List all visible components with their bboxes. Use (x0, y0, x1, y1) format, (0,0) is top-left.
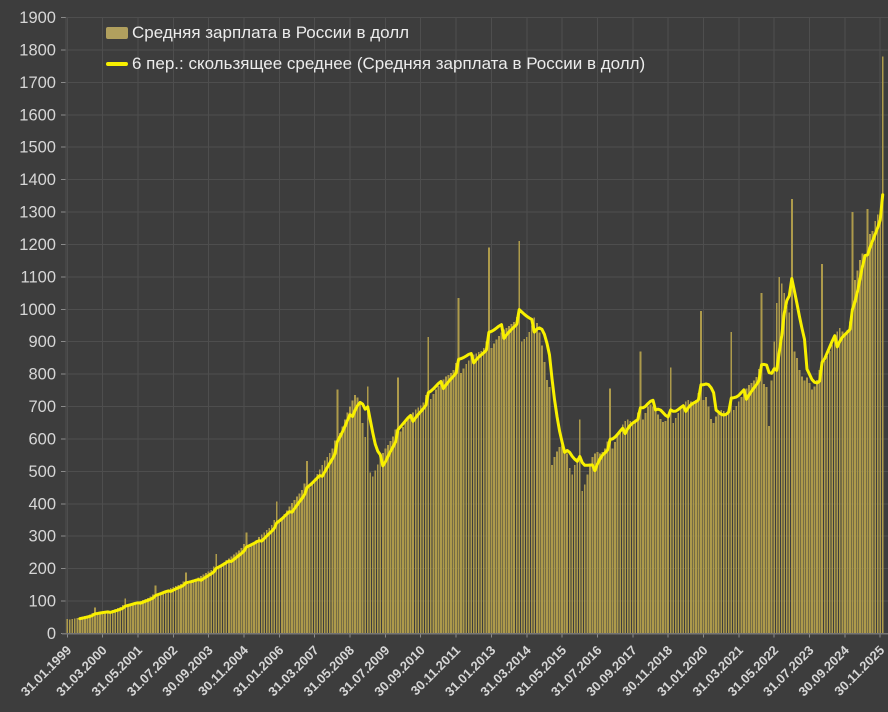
y-axis-tick-label: 1900 (19, 9, 56, 27)
legend-bars-label: Средняя зарплата в России в долл (132, 23, 410, 42)
y-axis-tick-label: 400 (28, 495, 56, 513)
y-axis-tick-label: 0 (47, 625, 56, 643)
ma-line-swatch-icon (106, 62, 128, 66)
y-axis-tick-label: 1300 (19, 204, 56, 222)
y-axis-tick-label: 500 (28, 463, 56, 481)
y-axis-tick-label: 1200 (19, 236, 56, 254)
legend-item-bars[interactable]: Средняя зарплата в России в долл (106, 22, 645, 44)
y-axis-tick-label: 800 (28, 366, 56, 384)
chart-legend: Средняя зарплата в России в долл 6 пер.:… (106, 22, 645, 75)
y-axis-tick-label: 900 (28, 333, 56, 351)
legend-item-moving-average[interactable]: 6 пер.: скользящее среднее (Средняя зарп… (106, 53, 645, 75)
y-axis-tick-label: 1800 (19, 41, 56, 59)
y-axis-tick-label: 1400 (19, 171, 56, 189)
y-axis-tick-label: 300 (28, 528, 56, 546)
y-axis-tick-label: 1600 (19, 106, 56, 124)
y-axis-tick-label: 1500 (19, 139, 56, 157)
moving-average-line[interactable] (78, 193, 885, 621)
y-axis-tick-label: 1000 (19, 301, 56, 319)
bar-series-swatch-icon (106, 27, 128, 39)
legend-ma-label: 6 пер.: скользящее среднее (Средняя зарп… (132, 54, 646, 73)
y-axis-tick-label: 700 (28, 398, 56, 416)
y-axis-tick-label: 600 (28, 430, 56, 448)
y-axis-tick-label: 1700 (19, 74, 56, 92)
y-axis-tick-label: 200 (28, 560, 56, 578)
y-axis-tick-label: 1100 (21, 268, 56, 286)
y-axis-tick-label: 100 (28, 593, 56, 611)
salary-bars[interactable] (66, 56, 884, 634)
